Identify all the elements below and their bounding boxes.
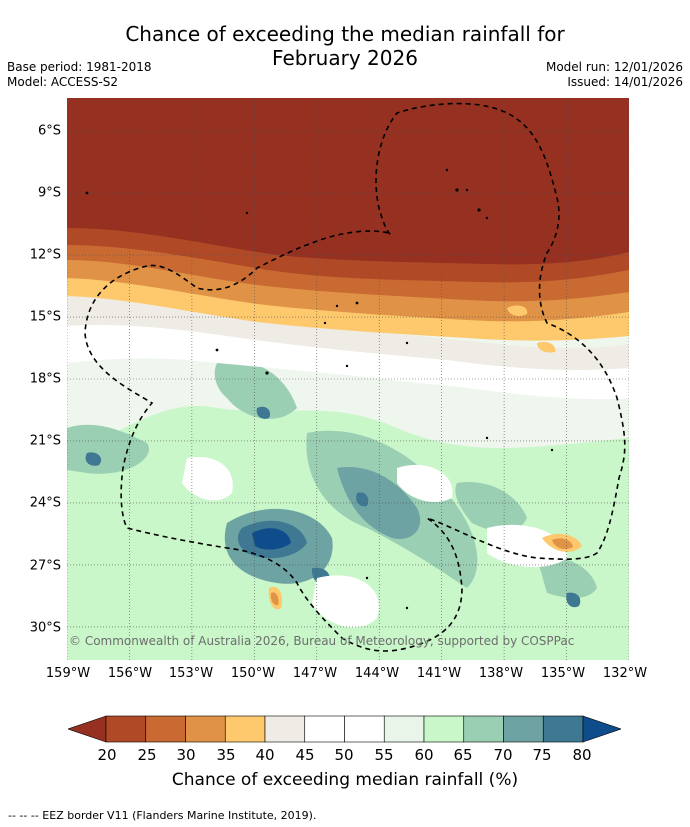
model-name: Model: ACCESS-S2 bbox=[7, 75, 119, 89]
region-65-70-east bbox=[455, 482, 527, 532]
rainfall-map: © Commonwealth of Australia 2026, Bureau… bbox=[67, 98, 629, 660]
colorbar-segment bbox=[542, 715, 584, 743]
colorbar-above-80 bbox=[582, 715, 622, 743]
colorbar-segment bbox=[264, 715, 306, 743]
colorbar-below-20 bbox=[67, 715, 107, 743]
colorbar-segment bbox=[105, 715, 147, 743]
colorbar-segment bbox=[344, 715, 385, 743]
region-white-patch-4 bbox=[487, 524, 567, 568]
lat-label-30s: 30°S bbox=[29, 620, 61, 636]
region-75-80-se bbox=[566, 592, 581, 608]
cbar-tick-20: 20 bbox=[97, 746, 117, 764]
lat-label-18s: 18°S bbox=[29, 371, 61, 387]
cbar-tick-80: 80 bbox=[572, 746, 592, 764]
cbar-tick-40: 40 bbox=[255, 746, 275, 764]
copyright-text: © Commonwealth of Australia 2026, Bureau… bbox=[69, 634, 574, 648]
region-75-80-c bbox=[356, 492, 369, 507]
cbar-tick-75: 75 bbox=[532, 746, 552, 764]
islands bbox=[85, 168, 554, 610]
region-30-35 bbox=[67, 257, 629, 322]
colorbar-segment bbox=[304, 715, 345, 743]
map-svg: © Commonwealth of Australia 2026, Bureau… bbox=[67, 98, 629, 660]
lon-label-156w: 156°W bbox=[107, 666, 153, 681]
title-line-1: Chance of exceeding the median rainfall … bbox=[125, 22, 565, 46]
colorbar-segment bbox=[423, 715, 465, 743]
lon-label-153w: 153°W bbox=[168, 666, 214, 681]
colorbar-segment bbox=[463, 715, 504, 743]
lon-label-141w: 141°W bbox=[416, 666, 462, 681]
cbar-tick-25: 25 bbox=[137, 746, 157, 764]
region-25-30 bbox=[67, 242, 629, 302]
cbar-tick-50: 50 bbox=[334, 746, 354, 764]
region-35-40 bbox=[67, 272, 629, 341]
region-65-70-se bbox=[537, 557, 597, 598]
lon-label-135w: 135°W bbox=[540, 666, 586, 681]
lat-label-15s: 15°S bbox=[29, 309, 61, 325]
colorbar-segment bbox=[224, 715, 266, 743]
lon-label-144w: 144°W bbox=[354, 666, 400, 681]
lat-label-24s: 24°S bbox=[29, 495, 61, 511]
lon-label-147w: 147°W bbox=[292, 666, 338, 681]
region-20-25 bbox=[67, 226, 629, 283]
patch-yellow-2 bbox=[537, 342, 556, 353]
region-75-80-nw bbox=[256, 406, 271, 419]
eez-border bbox=[84, 102, 626, 652]
map-title: Chance of exceeding the median rainfall … bbox=[0, 22, 690, 70]
meta-left: Base period: 1981-2018 Model: ACCESS-S2 bbox=[7, 60, 152, 90]
patch-orange-4 bbox=[270, 592, 279, 606]
colorbar bbox=[67, 714, 622, 744]
title-line-2: February 2026 bbox=[272, 46, 418, 70]
cbar-tick-70: 70 bbox=[493, 746, 513, 764]
lon-label-132w: 132°W bbox=[602, 666, 648, 681]
cbar-tick-55: 55 bbox=[374, 746, 394, 764]
region-below-20 bbox=[67, 98, 629, 265]
lat-label-12s: 12°S bbox=[29, 247, 61, 263]
region-65-70-nw bbox=[214, 360, 297, 419]
meta-right: Model run: 12/01/2026 Issued: 14/01/2026 bbox=[546, 60, 683, 90]
eez-legend: -- -- -- EEZ border V11 (Flanders Marine… bbox=[8, 809, 317, 822]
issued-date: Issued: 14/01/2026 bbox=[567, 75, 683, 89]
cbar-tick-60: 60 bbox=[414, 746, 434, 764]
region-white-patch-1 bbox=[182, 457, 233, 501]
lon-label-159w: 159°W bbox=[45, 666, 91, 681]
colorbar-segment bbox=[503, 715, 544, 743]
base-period: Base period: 1981-2018 bbox=[7, 60, 152, 74]
lon-label-150w: 150°W bbox=[230, 666, 276, 681]
map-gridlines bbox=[67, 98, 629, 660]
lat-label-6s: 6°S bbox=[37, 123, 61, 139]
colorbar-segment bbox=[185, 715, 226, 743]
patch-orange-3 bbox=[552, 538, 573, 549]
lat-label-27s: 27°S bbox=[29, 558, 61, 574]
region-white-patch-2 bbox=[397, 464, 453, 503]
patch-yellow-1 bbox=[507, 305, 528, 316]
colorbar-svg bbox=[67, 715, 622, 743]
region-above-80 bbox=[252, 528, 291, 550]
colorbar-segment bbox=[145, 715, 186, 743]
region-70-75-central bbox=[337, 467, 421, 539]
colorbar-label: Chance of exceeding median rainfall (%) bbox=[171, 770, 519, 790]
model-run: Model run: 12/01/2026 bbox=[545, 60, 683, 74]
region-white-patch-3 bbox=[312, 575, 379, 628]
cbar-tick-30: 30 bbox=[176, 746, 196, 764]
cbar-tick-35: 35 bbox=[216, 746, 236, 764]
lon-label-138w: 138°W bbox=[478, 666, 524, 681]
lat-label-21s: 21°S bbox=[29, 433, 61, 449]
region-75-80-west bbox=[85, 452, 102, 466]
cbar-tick-45: 45 bbox=[295, 746, 315, 764]
cbar-tick-65: 65 bbox=[453, 746, 473, 764]
colorbar-segment bbox=[383, 715, 425, 743]
lat-label-9s: 9°S bbox=[37, 185, 61, 201]
